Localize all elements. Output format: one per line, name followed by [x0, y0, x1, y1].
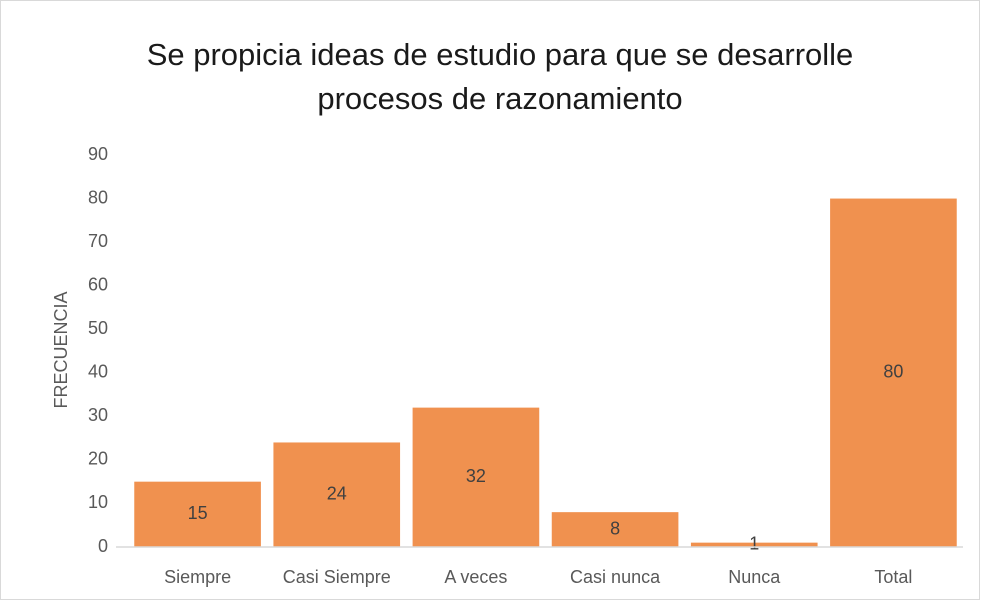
- y-tick-label: 0: [98, 536, 108, 556]
- x-tick-label: Total: [874, 567, 912, 587]
- bar: [830, 198, 957, 548]
- data-label: 15: [188, 503, 208, 523]
- data-label: 80: [883, 362, 903, 382]
- y-tick-label: 80: [88, 187, 108, 207]
- y-tick-label: 60: [88, 274, 108, 294]
- y-tick-label: 30: [88, 405, 108, 425]
- bar: [412, 407, 540, 547]
- bar: [273, 442, 401, 547]
- bar: [551, 512, 679, 547]
- data-label: 24: [327, 483, 347, 503]
- y-tick-label: 40: [88, 362, 108, 382]
- x-tick-label: Casi Siempre: [283, 567, 391, 587]
- x-tick-label: Siempre: [164, 567, 231, 587]
- data-label: 1: [749, 534, 759, 554]
- x-tick-label: Nunca: [728, 567, 781, 587]
- x-tick-label: Casi nunca: [570, 567, 661, 587]
- y-axis-title: FRECUENCIA: [51, 291, 71, 408]
- bar: [134, 481, 261, 547]
- y-tick-label: 90: [88, 144, 108, 164]
- y-tick-label: 10: [88, 492, 108, 512]
- bar: [690, 542, 818, 547]
- chart-subtitle: procesos de razonamiento: [317, 81, 682, 116]
- y-tick-label: 20: [88, 449, 108, 469]
- x-tick-label: A veces: [444, 567, 507, 587]
- chart-title: Se propicia ideas de estudio para que se…: [147, 37, 854, 72]
- data-label: 32: [466, 466, 486, 486]
- y-tick-label: 70: [88, 231, 108, 251]
- y-tick-label: 50: [88, 318, 108, 338]
- data-label: 8: [610, 518, 620, 538]
